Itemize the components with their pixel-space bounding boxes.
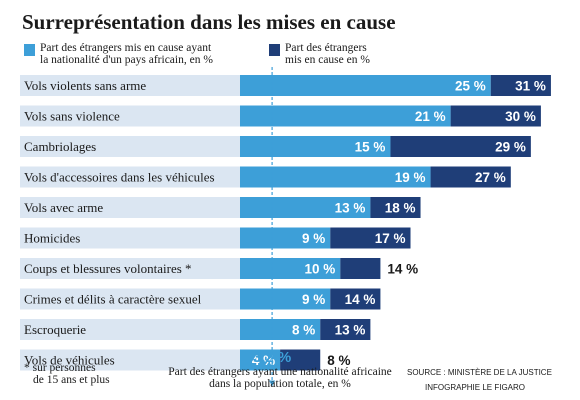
value-label-africa: 25 % [455, 79, 486, 94]
value-label-total: 30 % [505, 109, 536, 124]
category-band [20, 105, 240, 127]
reference-arrow [269, 380, 276, 387]
source-credit: SOURCE : MINISTÈRE DE LA JUSTICE [407, 368, 552, 377]
category-label: Crimes et délits à caractère sexuel [24, 292, 202, 307]
category-band [20, 197, 240, 218]
chart-title: Surreprésentation dans les mises en caus… [22, 10, 396, 34]
bar-africa [240, 136, 391, 157]
bar-africa [240, 166, 431, 188]
value-label-total: 8 % [327, 353, 350, 368]
value-label-africa: 9 % [302, 231, 325, 246]
bar-africa [240, 227, 331, 249]
bar-total [330, 227, 411, 249]
bar-total [390, 136, 531, 157]
footnote: * sur personnes de 15 ans et plus [24, 362, 110, 386]
value-label-africa: 13 % [335, 201, 366, 216]
category-label: Vols sans violence [24, 109, 120, 124]
category-label: Vols de véhicules [24, 353, 115, 368]
value-label-africa: 8 % [292, 323, 315, 338]
bar-africa [240, 105, 451, 127]
bar-total [340, 258, 381, 279]
reference-value-label: 3,2 % [253, 349, 291, 366]
legend-swatch-africa [24, 44, 35, 56]
value-label-africa: 9 % [302, 292, 325, 307]
category-band [20, 166, 240, 188]
value-label-africa: 10 % [305, 262, 336, 277]
legend: Part des étrangers mis en cause ayant la … [24, 42, 370, 66]
category-label: Escroquerie [24, 322, 86, 337]
legend-label-africa: Part des étrangers mis en cause ayant la … [40, 42, 213, 66]
bar-total [490, 75, 551, 96]
category-label: Vols violents sans arme [24, 78, 146, 93]
value-label-africa: 15 % [355, 140, 386, 155]
category-labels: Vols violents sans arme Vols sans violenc… [24, 78, 215, 368]
reference-description: Part des étrangers ayant une nationalité… [168, 366, 392, 390]
legend-swatch-total [269, 44, 280, 56]
category-label: Coups et blessures volontaires * [24, 261, 192, 276]
category-label: Cambriolages [24, 139, 96, 154]
value-label-total: 27 % [475, 170, 506, 185]
bar-total [370, 197, 421, 218]
value-label-total: 18 % [385, 201, 416, 216]
category-label: Homicides [24, 231, 80, 246]
bar-total [320, 319, 371, 340]
value-label-africa: 4 % [252, 353, 275, 368]
value-label-total: 14 % [387, 262, 418, 277]
bar-africa [240, 288, 331, 310]
category-band [20, 136, 240, 157]
category-band [20, 227, 240, 249]
category-bands [20, 75, 240, 371]
value-label-total: 13 % [335, 323, 366, 338]
category-band [20, 75, 240, 96]
bar-total [430, 166, 511, 188]
bar-total [280, 349, 321, 371]
value-label-africa: 19 % [395, 170, 426, 185]
bar-africa [240, 349, 281, 371]
value-label-total: 14 % [345, 292, 376, 307]
value-label-africa: 21 % [415, 109, 446, 124]
category-label: Vols d'accessoires dans les véhicules [24, 170, 215, 185]
value-label-total: 29 % [495, 140, 526, 155]
value-label-total: 31 % [515, 79, 546, 94]
value-label-total: 17 % [375, 231, 406, 246]
value-labels: 25 % 31 % 21 % 30 % 15 % 29 % 19 % 27 % 13 % 18 %… [252, 79, 546, 369]
category-band [20, 288, 240, 310]
category-band [20, 319, 240, 340]
category-label: Vols avec arme [24, 200, 103, 215]
category-band [20, 349, 240, 371]
infographic-credit: INFOGRAPHIE LE FIGARO [425, 383, 525, 392]
bar-africa [240, 258, 341, 279]
bar-africa [240, 75, 491, 96]
category-band [20, 258, 240, 279]
bar-total [330, 288, 381, 310]
bar-total [450, 105, 541, 127]
bar-africa [240, 319, 321, 340]
legend-label-total: Part des étrangers mis en cause en % [285, 42, 370, 66]
